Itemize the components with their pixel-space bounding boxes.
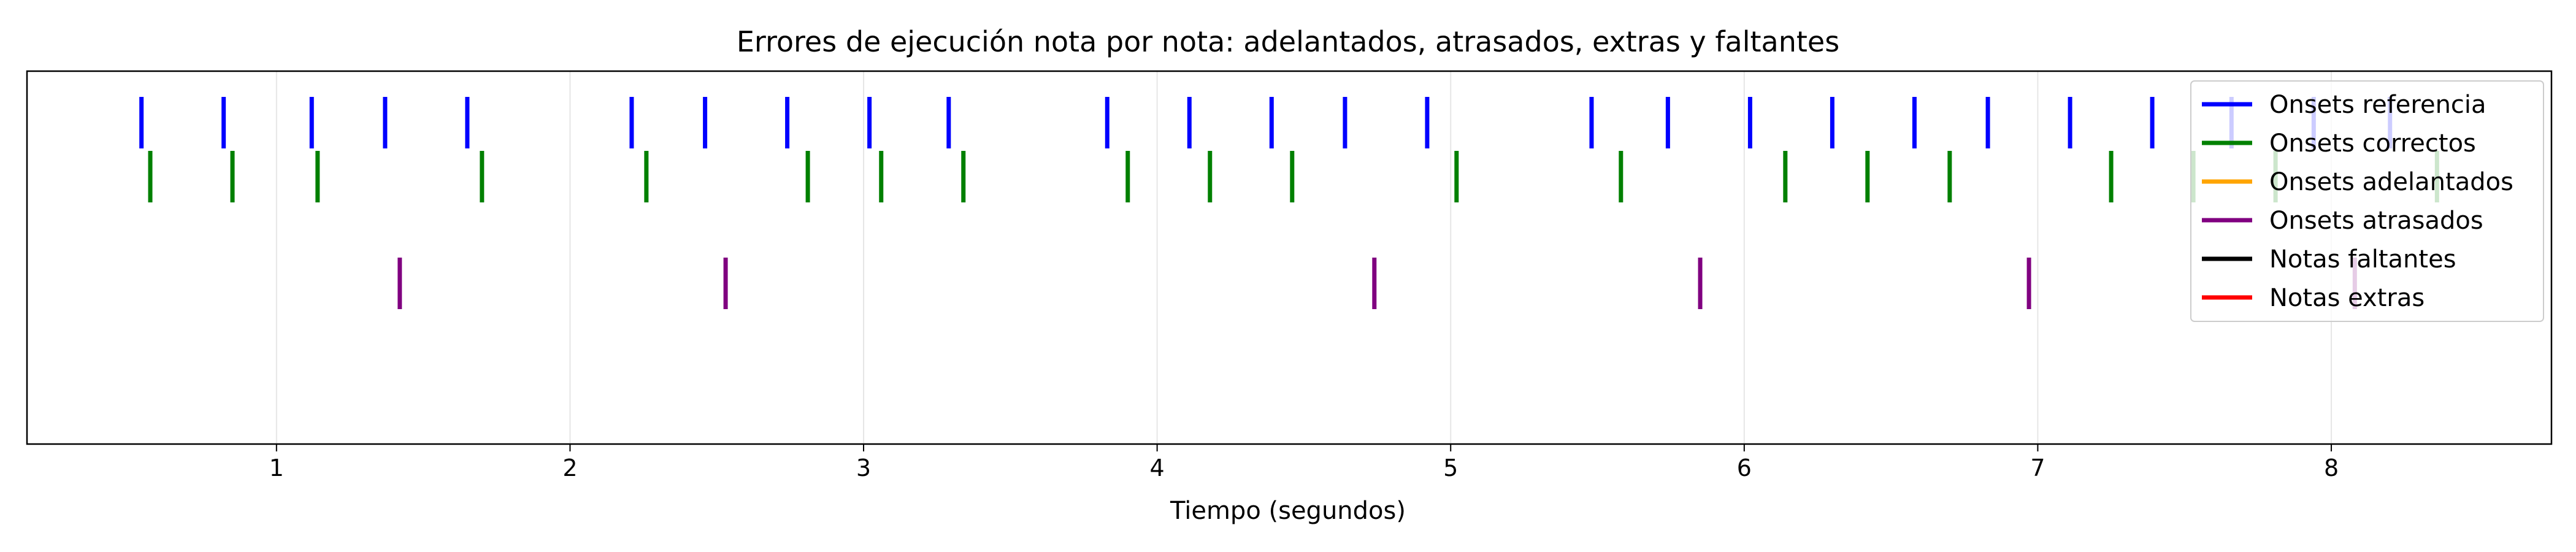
plot-marks bbox=[139, 97, 2439, 309]
chart-title: Errores de ejecución nota por nota: adel… bbox=[737, 25, 1839, 58]
legend-label: Onsets adelantados bbox=[2269, 168, 2513, 196]
plot-frame bbox=[26, 70, 2553, 445]
grid-lines bbox=[275, 71, 2333, 444]
x-tick-label: 7 bbox=[2030, 454, 2045, 481]
x-tick-label: 6 bbox=[1737, 454, 1752, 481]
x-axis-label: Tiempo (segundos) bbox=[1170, 497, 1406, 525]
x-axis: 1 2 3 4 5 6 7 8 bbox=[269, 444, 2339, 481]
legend-box bbox=[2190, 80, 2544, 322]
legend-label: Onsets referencia bbox=[2269, 91, 2486, 119]
x-tick-label: 2 bbox=[562, 454, 577, 481]
x-tick-label: 4 bbox=[1150, 454, 1165, 481]
legend-label: Notas extras bbox=[2269, 284, 2425, 312]
legend: Onsets referencia Onsets correctos Onsets … bbox=[2190, 80, 2544, 322]
legend-label: Onsets atrasados bbox=[2269, 207, 2483, 235]
x-tick-label: 5 bbox=[1443, 454, 1458, 481]
legend-label: Notas faltantes bbox=[2269, 245, 2456, 274]
x-tick-label: 3 bbox=[856, 454, 871, 481]
x-tick-label: 8 bbox=[2324, 454, 2339, 481]
x-tick-label: 1 bbox=[269, 454, 284, 481]
legend-label: Onsets correctos bbox=[2269, 129, 2476, 158]
